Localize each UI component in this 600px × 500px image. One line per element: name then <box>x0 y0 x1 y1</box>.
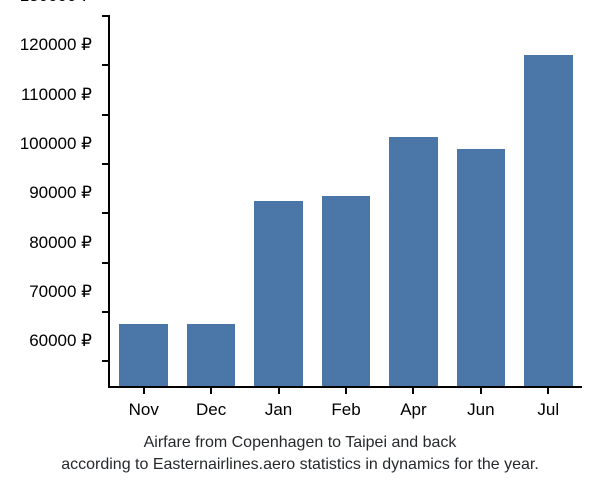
y-axis-tick <box>102 163 110 165</box>
bar <box>524 55 573 386</box>
x-axis-tick <box>480 386 482 394</box>
chart-caption: Airfare from Copenhagen to Taipei and ba… <box>0 432 600 475</box>
x-axis-tick <box>412 386 414 394</box>
bar <box>322 196 371 386</box>
y-axis-label: 90000 ₽ <box>29 183 110 203</box>
y-axis-label: 70000 ₽ <box>29 282 110 302</box>
bar <box>187 324 236 386</box>
x-axis-tick <box>547 386 549 394</box>
x-axis-tick <box>210 386 212 394</box>
caption-line-2: according to Easternairlines.aero statis… <box>0 454 600 476</box>
plot-area: 60000 ₽70000 ₽80000 ₽90000 ₽100000 ₽1100… <box>108 16 582 388</box>
x-axis-tick <box>143 386 145 394</box>
y-axis-tick <box>102 64 110 66</box>
x-axis-tick <box>278 386 280 394</box>
y-axis-tick <box>102 262 110 264</box>
airfare-bar-chart: 60000 ₽ 70000 ₽ 80000 ₽ 90000 ₽ 100000 ₽ 1100… <box>0 0 600 500</box>
bar <box>389 137 438 386</box>
y-axis-label: 110000 ₽ <box>21 85 110 105</box>
bar <box>119 324 168 386</box>
x-axis-tick <box>345 386 347 394</box>
y-axis-label: 100000 ₽ <box>20 134 110 154</box>
y-axis-tick <box>102 114 110 116</box>
y-axis-label: 130000 ₽ <box>20 0 110 6</box>
bars-container <box>110 16 582 386</box>
caption-line-1: Airfare from Copenhagen to Taipei and ba… <box>0 432 600 454</box>
y-axis-tick <box>102 360 110 362</box>
y-axis-tick <box>102 212 110 214</box>
y-axis-tick <box>102 15 110 17</box>
bar <box>254 201 303 386</box>
y-axis-label: 80000 ₽ <box>29 233 110 253</box>
y-axis-label: 120000 ₽ <box>20 35 110 55</box>
y-axis-tick <box>102 311 110 313</box>
bar <box>457 149 506 386</box>
y-axis-label: 60000 ₽ <box>29 331 110 351</box>
